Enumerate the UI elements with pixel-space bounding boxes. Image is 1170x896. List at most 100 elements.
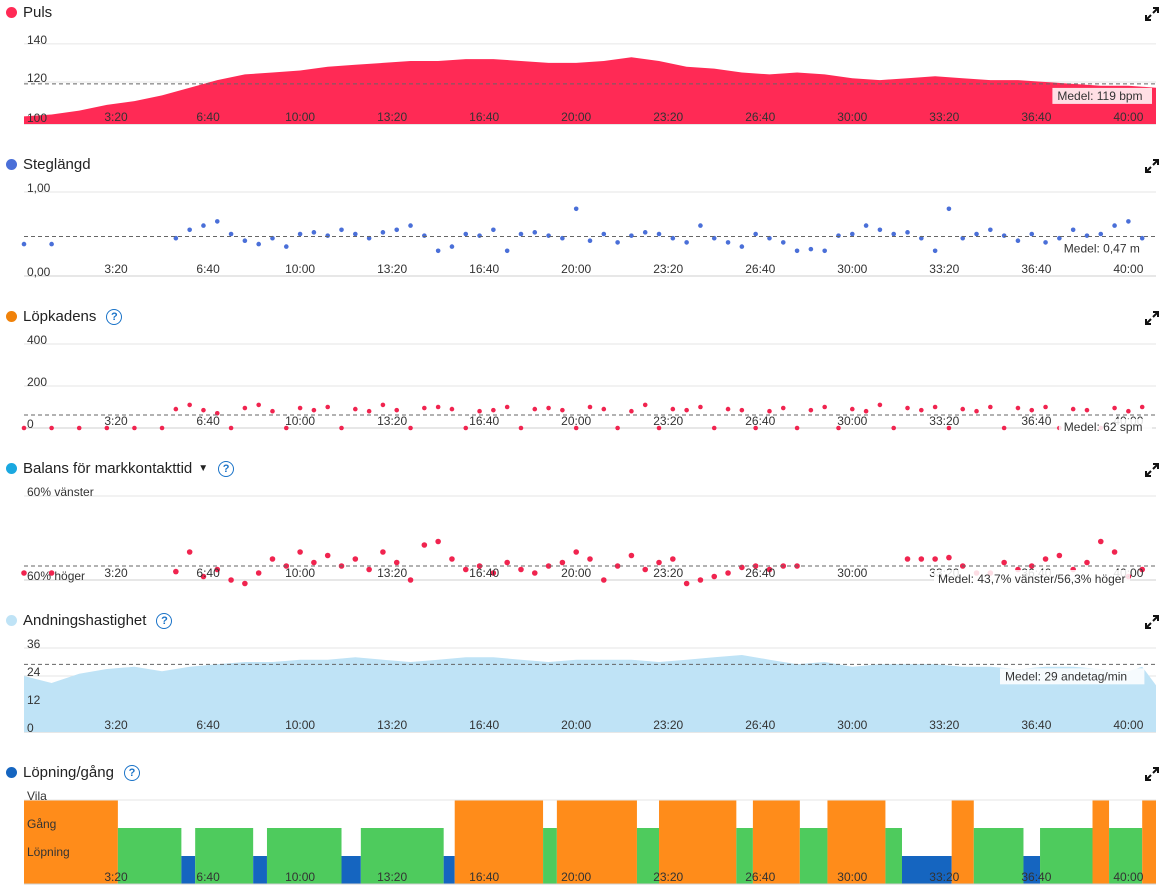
y-tick-label: 400 [27,333,47,347]
kad-point [159,425,165,431]
steg-point [1001,233,1007,238]
bal-title: Balans för markkontakttid [23,460,193,477]
x-tick-label: 30:00 [837,262,867,276]
steg-point [725,240,731,245]
help-icon[interactable]: ? [123,764,140,781]
kad-point [849,406,855,412]
kad-title: Löpkadens [23,308,97,325]
expand-icon[interactable] [1144,158,1160,174]
steg-point [435,248,441,254]
panel-title: Löpkadens ? [6,308,123,325]
bal-point [683,580,690,587]
bal-point [656,559,662,566]
bal-point [642,566,649,573]
x-tick-label: 3:20 [104,566,128,580]
bal-point [228,577,234,583]
panel-title: Steglängd [6,156,91,173]
y-tick-label: 200 [27,375,47,389]
kad-point [353,406,358,412]
help-icon[interactable]: ? [106,308,123,325]
lop-segment [454,800,544,884]
help-icon[interactable]: ? [218,460,235,477]
bal-point [324,552,331,559]
x-tick-label: 16:40 [469,414,499,428]
expand-icon[interactable] [1144,614,1160,630]
steg-point [366,235,372,241]
kad-point [256,402,261,408]
steg-point [297,231,303,237]
steg-point [587,238,593,244]
kad-point [656,425,662,431]
kad-point [1070,406,1076,412]
steg-chart: 1,00 0,00 3:20 6:40 10:00 13:20 16:40 20:00 23:2… [21,181,1156,279]
steglangd-panel: Steglängd 1,00 0,00 3:20 6:40 10:00 13:20 16:4… [0,152,1170,304]
bal-point [1111,549,1118,555]
x-tick-label: 23:20 [653,414,683,428]
bal-point [766,566,773,573]
expand-icon[interactable] [1144,6,1160,22]
x-tick-label: 16:40 [469,110,499,124]
x-tick-label: 40:00 [1113,262,1143,276]
y-tick-label: 12 [27,693,41,707]
kad-point [1139,404,1145,410]
puls-panel: Puls 140 120 100 3:20 6:40 10:00 13:20 16:40 20:… [0,0,1170,152]
x-tick-label: 36:40 [1021,870,1051,884]
bal-point [711,573,718,580]
andn-chart: 36 24 12 0 3:20 6:40 10:00 13:20 16:40 20:00 23:20… [24,637,1156,735]
bal-point [214,566,221,573]
steg-point [739,244,745,249]
x-tick-label: 3:20 [104,110,128,124]
steg-point [518,231,524,237]
kad-point [491,407,496,413]
steg-point [753,231,758,237]
mean-label-bg [934,570,1130,586]
steg-point [919,235,924,241]
bal-point [545,563,552,569]
bal-point [1056,552,1063,559]
kad-point [477,408,482,414]
kad-point [587,404,593,410]
kad-legend-dot [6,311,17,322]
kad-point [905,405,910,411]
steg-point [988,227,993,233]
kad-point [684,407,689,413]
mean-label-bg [1052,87,1152,104]
help-icon[interactable]: ? [156,612,173,629]
kad-point [270,408,275,414]
lop-title: Löpning/gång [23,764,114,781]
panel-title: Balans för markkontakttid ▼ ? [6,460,235,477]
bal-point [587,556,593,562]
bal-point [946,554,952,561]
puls-chart: 140 120 100 3:20 6:40 10:00 13:20 16:40 20:00 23:… [24,33,1156,125]
x-tick-label: 10:00 [285,870,315,884]
kad-point [698,404,703,410]
kad-point [366,408,372,414]
steg-point [21,241,27,247]
lop-segment [24,800,118,884]
bal-point [559,559,566,566]
kad-point [1084,407,1090,413]
expand-icon[interactable] [1144,462,1160,478]
mean-label: Medel: 119 bpm [1057,89,1142,103]
kad-point [670,406,676,412]
bal-point [242,580,248,587]
x-tick-label: 30:00 [837,110,867,124]
kad-point [725,406,731,412]
dropdown-caret-icon[interactable]: ▼ [198,463,209,474]
x-tick-label: 30:00 [837,870,867,884]
kad-point [753,425,758,431]
steg-point [684,240,689,245]
expand-icon[interactable] [1144,310,1160,326]
steg-point [228,231,234,237]
expand-icon[interactable] [1144,766,1160,782]
bal-point [918,556,925,562]
kad-point [1015,405,1021,411]
x-tick-label: 20:00 [561,262,591,276]
kad-point [339,425,344,431]
kad-point [919,407,924,413]
y-tick-label: 60% vänster [27,485,94,499]
steg-point [242,238,248,244]
bal-point [48,570,55,576]
bal-point [739,564,745,571]
y-tick-label: 140 [27,33,47,47]
